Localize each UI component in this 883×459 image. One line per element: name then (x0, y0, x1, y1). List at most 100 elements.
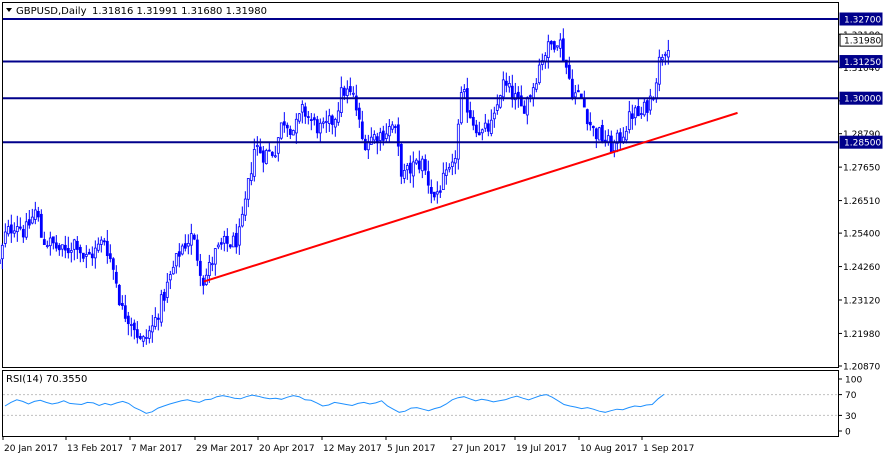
candle (357, 102, 361, 128)
candle-body (78, 246, 82, 254)
candle-body (231, 235, 235, 248)
rsi-tick-label: 70 (845, 391, 857, 401)
candle-body (75, 240, 79, 250)
candle-body (39, 213, 43, 238)
rsi-tick-label: 30 (845, 412, 857, 422)
candle (183, 234, 187, 252)
candle (27, 210, 31, 229)
candle (360, 110, 364, 141)
candle-body (18, 226, 22, 229)
candle-body (480, 129, 484, 134)
candle (294, 113, 298, 144)
candle-body (99, 239, 103, 245)
candle (3, 223, 7, 248)
candle (498, 94, 502, 109)
candle (519, 85, 523, 107)
candle (0, 243, 4, 270)
candle-body (15, 226, 19, 233)
candle (246, 178, 250, 208)
candle-body (114, 271, 118, 284)
candle-body (60, 244, 64, 250)
candle (312, 113, 316, 126)
candle (339, 76, 343, 118)
candle (441, 162, 445, 191)
candle-body (657, 56, 661, 85)
candle (69, 242, 73, 263)
candle-body (309, 119, 313, 121)
candle (54, 235, 58, 252)
candle (180, 243, 184, 256)
candle-body (9, 224, 13, 234)
collapse-triangle-icon[interactable] (6, 8, 12, 12)
candle-body (93, 247, 97, 259)
candle-body (90, 253, 94, 259)
candle (174, 253, 178, 274)
candle (207, 254, 211, 283)
candle (534, 78, 538, 93)
candle (156, 313, 160, 331)
candle-body (546, 41, 550, 58)
price-tick-label: 1.24260 (843, 263, 880, 273)
candle-body (138, 335, 142, 339)
candle (222, 230, 226, 252)
candle-body (447, 166, 451, 170)
candle-body (531, 87, 535, 99)
candle (477, 121, 481, 136)
candle (462, 84, 466, 98)
candle (99, 236, 103, 253)
candle-body (21, 228, 25, 238)
candle (546, 34, 550, 69)
price-pane[interactable]: 1.321801.310401.299101.287901.276501.265… (0, 2, 883, 373)
candle (513, 82, 517, 110)
candle (552, 40, 556, 53)
price-tick-label: 1.21980 (843, 330, 880, 340)
candle (615, 129, 619, 153)
rsi-pane[interactable]: RSI(14) 70.3550 100 70 30 0 (2, 370, 863, 438)
price-tick-label: 1.23120 (843, 297, 880, 307)
candle (279, 122, 283, 140)
candle-body (327, 115, 331, 124)
candle-body (411, 161, 415, 177)
candle-body (459, 92, 463, 124)
candle-body (474, 124, 478, 134)
candle-body (495, 104, 499, 111)
candle-body (444, 169, 448, 176)
candle (252, 138, 256, 182)
candle-body (612, 142, 616, 152)
candle (438, 185, 442, 198)
candle (354, 84, 358, 116)
candle-body (267, 149, 271, 152)
date-tick-label: 27 Jun 2017 (452, 444, 506, 454)
candle-body (282, 121, 286, 126)
candle (321, 117, 325, 129)
candle-body (123, 305, 127, 319)
candle-body (339, 87, 343, 113)
candle (153, 307, 157, 330)
date-tick-label: 13 Feb 2017 (67, 444, 123, 454)
candle (645, 99, 649, 122)
candle-body (402, 170, 406, 179)
candle-body (342, 87, 346, 96)
candle-body (348, 86, 352, 93)
candle (459, 86, 463, 125)
candles-layer (0, 28, 670, 348)
candle-body (240, 213, 244, 227)
candle (627, 100, 631, 134)
price-pane-border (2, 2, 839, 368)
candle-body (249, 173, 253, 181)
candle-body (225, 235, 229, 244)
trendline[interactable] (203, 111, 738, 283)
candle-body (159, 294, 163, 323)
candle (21, 224, 25, 243)
candle (195, 234, 199, 267)
candle-body (192, 234, 196, 240)
price-tag: 1.31250 (839, 55, 883, 69)
candle-body (120, 302, 124, 306)
candle-body (84, 254, 88, 257)
candle-body (195, 239, 199, 261)
candle (483, 113, 487, 132)
candle (402, 163, 406, 184)
candle-body (420, 158, 424, 172)
price-tick-label: 1.31040 (843, 64, 880, 74)
candle (177, 243, 181, 268)
